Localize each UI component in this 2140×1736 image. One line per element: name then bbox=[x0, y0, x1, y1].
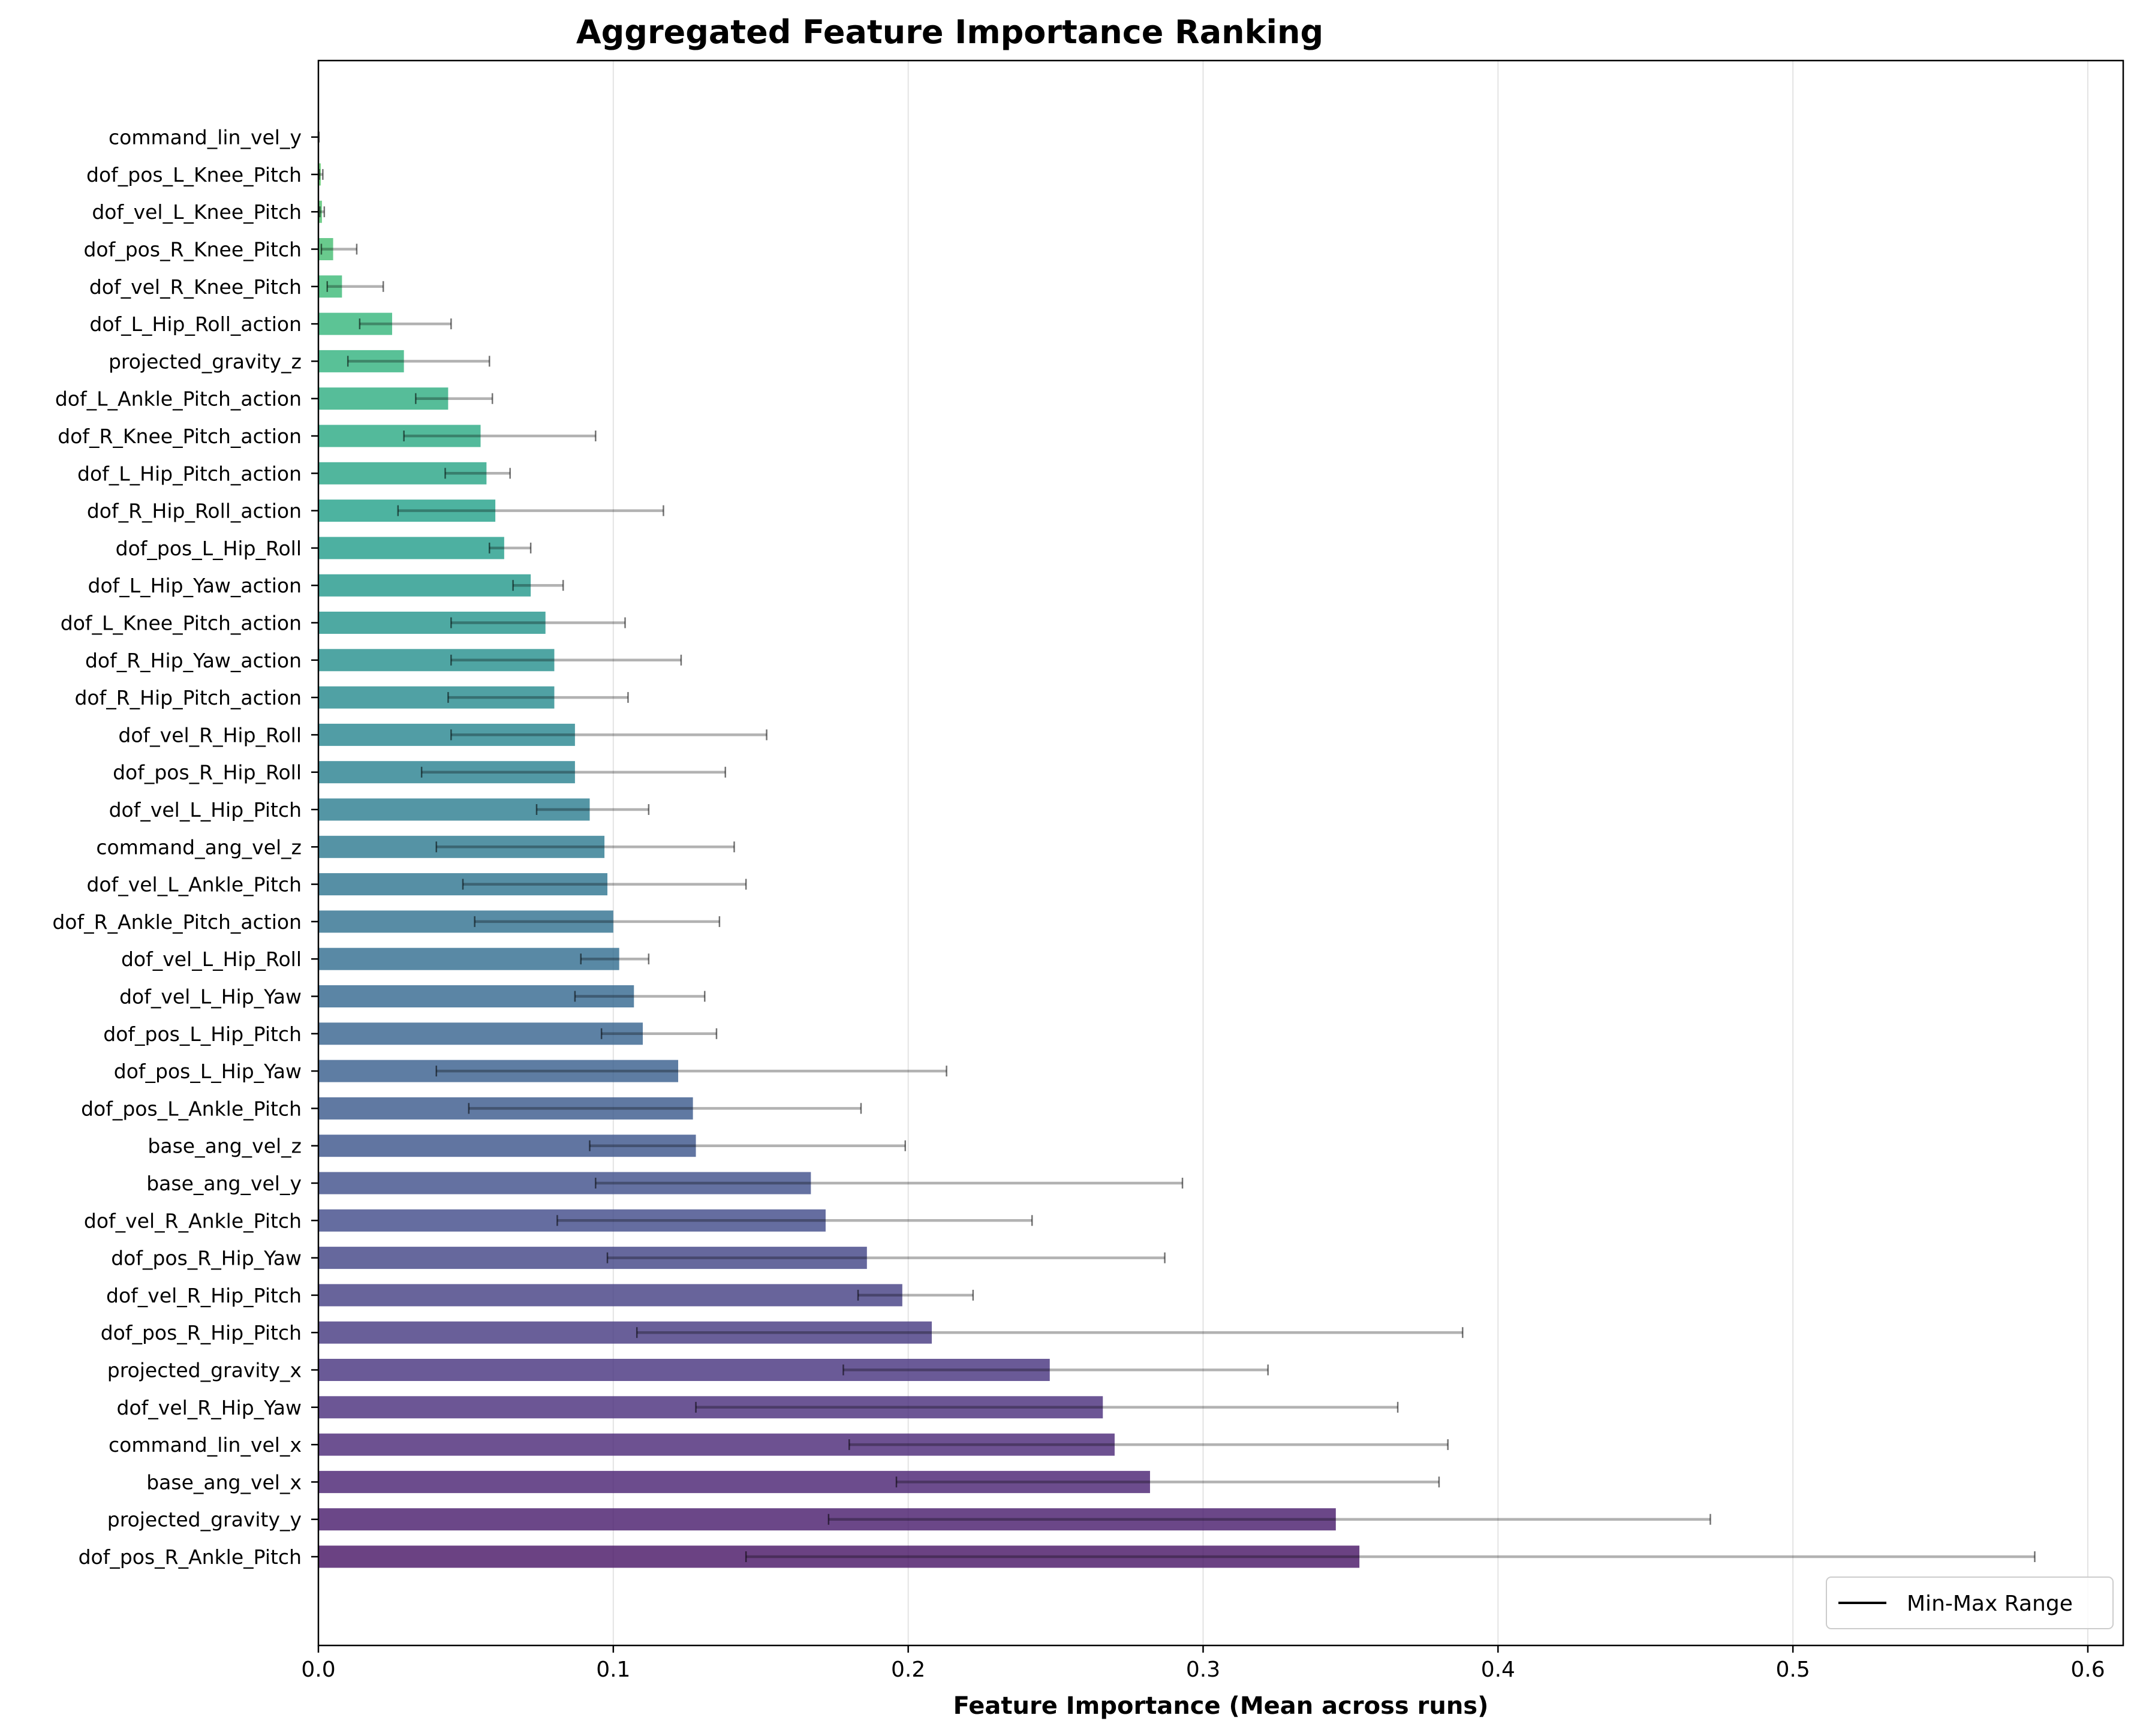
y-tick-label: dof_L_Hip_Yaw_action bbox=[88, 574, 302, 597]
bar bbox=[318, 1396, 1103, 1419]
bar bbox=[318, 1209, 826, 1232]
bar bbox=[318, 425, 481, 447]
x-tick-label: 0.2 bbox=[891, 1657, 925, 1682]
y-tick-label: dof_R_Ankle_Pitch_action bbox=[52, 910, 302, 934]
bar bbox=[318, 1433, 1115, 1456]
legend: Min-Max Range bbox=[1826, 1576, 2114, 1629]
error-bars bbox=[317, 131, 2036, 1562]
bar bbox=[318, 387, 449, 410]
y-tick-label: dof_L_Hip_Pitch_action bbox=[77, 462, 302, 485]
bar bbox=[318, 1172, 811, 1195]
bar bbox=[318, 1284, 902, 1307]
bar bbox=[318, 835, 605, 858]
bar bbox=[318, 798, 590, 821]
y-axis-ticks: dof_pos_R_Ankle_Pitch projected_gravity_y… bbox=[52, 126, 318, 1569]
bar bbox=[318, 574, 531, 597]
bar bbox=[318, 1247, 867, 1269]
y-tick-label: dof_R_Hip_Roll_action bbox=[87, 500, 302, 523]
y-tick-label: dof_vel_L_Hip_Pitch bbox=[109, 798, 302, 822]
bar bbox=[318, 947, 619, 970]
x-axis-label: Feature Importance (Mean across runs) bbox=[953, 1692, 1489, 1720]
bar bbox=[318, 1097, 693, 1120]
y-tick-label: dof_pos_R_Hip_Roll bbox=[113, 761, 302, 784]
y-tick-label: dof_R_Hip_Yaw_action bbox=[85, 649, 302, 672]
y-tick-label: dof_R_Knee_Pitch_action bbox=[58, 425, 302, 448]
bar bbox=[318, 686, 555, 709]
bar bbox=[318, 649, 555, 672]
legend-frame bbox=[1826, 1576, 2114, 1629]
y-tick-label: dof_L_Knee_Pitch_action bbox=[61, 612, 302, 635]
y-tick-label: dof_vel_R_Ankle_Pitch bbox=[84, 1209, 302, 1232]
y-tick-label: base_ang_vel_z bbox=[148, 1135, 302, 1158]
y-tick-label: dof_pos_R_Hip_Pitch bbox=[101, 1321, 302, 1344]
y-tick-label: dof_vel_R_Hip_Roll bbox=[118, 723, 302, 747]
y-tick-label: projected_gravity_z bbox=[109, 350, 302, 373]
y-tick-label: dof_pos_R_Ankle_Pitch bbox=[79, 1545, 302, 1569]
bar bbox=[318, 612, 546, 634]
bar bbox=[318, 1060, 679, 1082]
bars bbox=[318, 126, 1360, 1568]
bar bbox=[318, 761, 575, 784]
bar bbox=[318, 537, 504, 559]
y-tick-label: dof_pos_L_Hip_Yaw bbox=[114, 1060, 302, 1083]
plot-frame bbox=[317, 59, 2124, 1647]
gridlines bbox=[318, 61, 2088, 1645]
y-tick-label: base_ang_vel_y bbox=[146, 1172, 302, 1195]
y-tick-label: dof_vel_L_Knee_Pitch bbox=[92, 200, 302, 224]
bar bbox=[318, 1470, 1150, 1493]
y-tick-label: base_ang_vel_x bbox=[146, 1470, 302, 1494]
y-tick-label: dof_vel_L_Ankle_Pitch bbox=[86, 873, 302, 896]
bar bbox=[318, 723, 575, 746]
chart-title: Aggregated Feature Importance Ranking bbox=[576, 13, 1323, 51]
y-tick-label: dof_vel_L_Hip_Roll bbox=[121, 947, 302, 971]
y-tick-label: dof_L_Ankle_Pitch_action bbox=[55, 387, 302, 411]
x-tick-label: 0.3 bbox=[1186, 1657, 1220, 1682]
x-tick-label: 0.1 bbox=[596, 1657, 630, 1682]
bar bbox=[318, 1321, 932, 1344]
x-tick-label: 0.5 bbox=[1776, 1657, 1810, 1682]
y-tick-label: dof_R_Hip_Pitch_action bbox=[74, 686, 302, 709]
x-tick-label: 0.0 bbox=[301, 1657, 335, 1682]
y-tick-label: dof_pos_L_Knee_Pitch bbox=[86, 163, 302, 186]
y-tick-label: dof_vel_R_Knee_Pitch bbox=[89, 275, 302, 299]
bar bbox=[318, 1508, 1336, 1531]
bar bbox=[318, 462, 487, 485]
bar bbox=[318, 312, 392, 335]
y-tick-label: dof_vel_R_Hip_Pitch bbox=[106, 1284, 302, 1307]
bar bbox=[318, 1135, 696, 1157]
bar bbox=[318, 350, 404, 372]
bar bbox=[318, 1359, 1050, 1381]
bar bbox=[318, 985, 634, 1007]
y-tick-label: command_lin_vel_y bbox=[109, 126, 302, 149]
y-tick-label: command_ang_vel_z bbox=[96, 835, 302, 859]
y-tick-label: dof_vel_R_Hip_Yaw bbox=[117, 1396, 302, 1419]
y-tick-label: dof_pos_R_Hip_Yaw bbox=[111, 1247, 302, 1270]
bar bbox=[318, 500, 496, 522]
y-tick-label: dof_pos_L_Hip_Pitch bbox=[103, 1022, 302, 1046]
y-tick-label: dof_pos_L_Hip_Roll bbox=[116, 537, 302, 560]
x-axis-ticks: 0.0 0.1 0.2 0.3 0.4 0.5 0.6 bbox=[301, 1645, 2105, 1682]
y-tick-label: projected_gravity_y bbox=[107, 1508, 302, 1532]
x-tick-label: 0.4 bbox=[1481, 1657, 1515, 1682]
bar bbox=[318, 1022, 643, 1045]
y-tick-label: dof_L_Hip_Roll_action bbox=[89, 312, 302, 336]
y-tick-label: command_lin_vel_x bbox=[109, 1433, 302, 1457]
y-tick-label: dof_pos_L_Ankle_Pitch bbox=[81, 1097, 302, 1120]
x-tick-label: 0.6 bbox=[2070, 1657, 2105, 1682]
bar bbox=[318, 275, 342, 298]
y-tick-label: dof_vel_L_Hip_Yaw bbox=[119, 985, 302, 1009]
y-tick-label: projected_gravity_x bbox=[107, 1359, 302, 1382]
legend-label-min-max: Min-Max Range bbox=[1907, 1591, 2073, 1616]
bar bbox=[318, 910, 613, 933]
bar bbox=[318, 1545, 1360, 1568]
y-tick-label: dof_pos_R_Knee_Pitch bbox=[83, 238, 302, 261]
